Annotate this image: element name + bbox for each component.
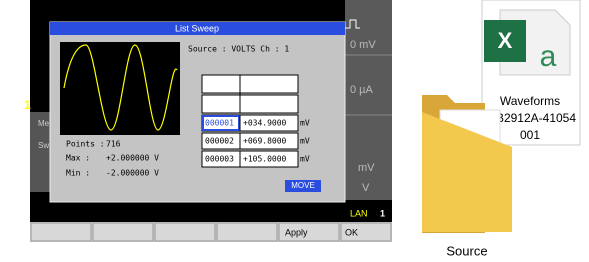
softkey[interactable]	[155, 223, 215, 241]
row-unit: mV	[300, 119, 310, 128]
bg-label: V	[362, 182, 370, 194]
bg-label: 0 mV	[350, 39, 376, 51]
folder-label: Source	[446, 243, 487, 258]
row-value: +069.8000	[243, 137, 287, 146]
table-row	[202, 75, 298, 93]
points-label: Points :	[66, 140, 105, 149]
min-value: -2.000000 V	[106, 169, 159, 178]
ok-label: OK	[345, 227, 358, 237]
row-unit: mV	[300, 155, 310, 164]
min-label: Min :	[66, 169, 90, 178]
dialog-title: List Sweep	[175, 23, 219, 33]
apply-label: Apply	[285, 227, 308, 237]
softkey[interactable]	[31, 223, 91, 241]
lan-label: LAN	[350, 208, 368, 218]
folder-icon[interactable]	[422, 95, 512, 233]
bg-label: Me	[38, 119, 50, 128]
softkey[interactable]	[217, 223, 277, 241]
row-index: 000003	[205, 155, 234, 164]
excel-letter2: a	[540, 40, 557, 73]
bg-label: mV	[358, 162, 375, 174]
bg-label: Sw	[38, 141, 49, 150]
waveform-plot	[60, 42, 180, 135]
points-value: 716	[106, 140, 121, 149]
channel-label: 1	[380, 208, 385, 218]
max-value: +2.000000 V	[106, 154, 159, 163]
bg-label: 0 µA	[350, 84, 374, 96]
screenshot: 0 mV 0 µA mV V 1 Me Sw List Sweep Source…	[0, 0, 589, 262]
row-index: 000001	[205, 119, 234, 128]
move-label: MOVE	[291, 181, 315, 190]
file-label: 001	[520, 128, 540, 142]
row-value: +105.0000	[243, 155, 287, 164]
bg-label: 1	[24, 98, 31, 112]
row-value: +034.9000	[243, 119, 287, 128]
page: 0 mV 0 µA mV V 1 Me Sw List Sweep Source…	[0, 0, 589, 262]
row-unit: mV	[300, 137, 310, 146]
excel-letter: X	[498, 28, 513, 53]
file-label: Waveforms	[500, 94, 560, 108]
max-label: Max :	[66, 154, 90, 163]
source-label: Source : VOLTS Ch : 1	[188, 45, 289, 54]
row-index: 000002	[205, 137, 234, 146]
softkey[interactable]	[93, 223, 153, 241]
table-row	[202, 95, 298, 113]
